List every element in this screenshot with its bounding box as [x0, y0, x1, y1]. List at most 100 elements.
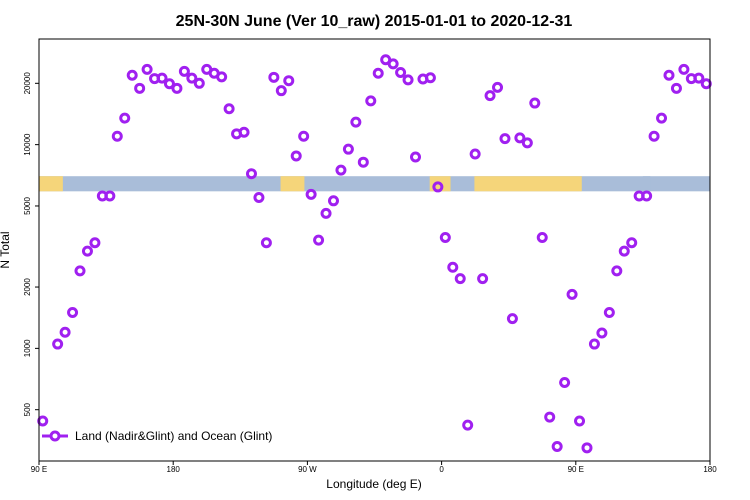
data-point [372, 67, 384, 79]
band-ocean-gap [642, 176, 651, 192]
data-point [566, 288, 578, 300]
legend-marker [49, 430, 61, 442]
data-point [290, 150, 302, 162]
data-point [37, 415, 49, 427]
data-point [89, 237, 101, 249]
data-point [596, 327, 608, 339]
data-point [357, 156, 369, 168]
data-point [253, 192, 265, 204]
y-tick-label: 2000 [23, 278, 32, 296]
data-point [104, 190, 116, 202]
y-tick-label: 5000 [23, 197, 32, 215]
data-point [588, 338, 600, 350]
data-point [216, 71, 228, 83]
data-point [260, 237, 272, 249]
data-point [551, 440, 563, 452]
y-tick-label: 20000 [23, 72, 32, 95]
data-point [559, 376, 571, 388]
y-tick-label: 1000 [23, 339, 32, 357]
data-point [81, 245, 93, 257]
data-point [529, 97, 541, 109]
data-point [544, 411, 556, 423]
data-point [163, 78, 175, 90]
data-point [119, 112, 131, 124]
data-point [67, 306, 79, 318]
data-point [313, 234, 325, 246]
x-tick-label: 90 W [298, 465, 317, 474]
data-point [603, 306, 615, 318]
y-tick-label: 10000 [23, 133, 32, 156]
legend-label: Land (Nadir&Glint) and Ocean (Glint) [75, 429, 272, 443]
x-tick-label: 90 E [568, 465, 584, 474]
data-point [574, 415, 586, 427]
data-point [365, 95, 377, 107]
data-point [134, 82, 146, 94]
x-tick-label: 180 [167, 465, 181, 474]
data-point [521, 137, 533, 149]
data-point [536, 232, 548, 244]
data-point [432, 181, 444, 193]
data-point [410, 151, 422, 163]
data-point [492, 81, 504, 93]
data-point [223, 103, 235, 115]
data-points [37, 54, 712, 454]
data-point [74, 265, 86, 277]
data-point [700, 78, 712, 90]
map-band [39, 176, 710, 192]
data-point [424, 72, 436, 84]
data-point [618, 245, 630, 257]
x-axis-title: Longitude (deg E) [326, 477, 421, 491]
axis-ticks: 90 E 180 90 W 0 90 E 180 500 1000 2000 5000 10000 2… [23, 72, 717, 474]
data-point [298, 130, 310, 142]
plot-frame [38, 38, 711, 462]
data-point [499, 133, 511, 145]
data-point [156, 72, 168, 84]
data-point [245, 168, 257, 180]
data-point [469, 148, 481, 160]
data-point [305, 188, 317, 200]
data-point [178, 65, 190, 77]
band-land-2 [474, 176, 582, 192]
data-point [59, 326, 71, 338]
data-point [335, 164, 347, 176]
band-land-mexico [280, 176, 305, 192]
data-point [611, 265, 623, 277]
data-point [656, 112, 668, 124]
data-point [186, 72, 198, 84]
y-axis-title: N Total [0, 231, 12, 268]
data-point [462, 419, 474, 431]
data-point [514, 132, 526, 144]
data-point [581, 442, 593, 454]
data-point [439, 232, 451, 244]
data-point [350, 116, 362, 128]
data-point [626, 237, 638, 249]
data-point [477, 273, 489, 285]
data-point [268, 71, 280, 83]
data-point [141, 63, 153, 75]
data-point [670, 82, 682, 94]
data-point [693, 72, 705, 84]
data-point [171, 82, 183, 94]
data-point [320, 207, 332, 219]
data-point [484, 90, 496, 102]
data-point [678, 63, 690, 75]
data-point [447, 261, 459, 273]
data-point [238, 126, 250, 138]
data-point [648, 130, 660, 142]
x-tick-label: 0 [439, 465, 444, 474]
y-tick-label: 500 [23, 402, 32, 416]
data-point [395, 66, 407, 78]
band-ocean [39, 176, 710, 192]
x-tick-label: 180 [703, 465, 717, 474]
data-point [506, 313, 518, 325]
data-point [275, 85, 287, 97]
chart-title: 25N-30N June (Ver 10_raw) 2015-01-01 to … [176, 13, 573, 30]
data-point [111, 130, 123, 142]
data-point [641, 190, 653, 202]
data-point [193, 77, 205, 89]
data-point [402, 74, 414, 86]
data-point [327, 195, 339, 207]
data-point [387, 58, 399, 70]
data-point [126, 69, 138, 81]
